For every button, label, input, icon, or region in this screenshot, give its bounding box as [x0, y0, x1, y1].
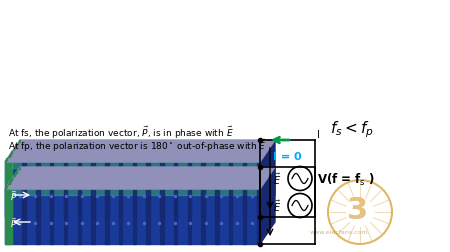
Polygon shape: [160, 190, 164, 243]
Polygon shape: [16, 171, 17, 173]
Polygon shape: [50, 190, 54, 243]
Polygon shape: [15, 146, 16, 148]
Polygon shape: [22, 190, 26, 243]
Text: At fp, the polarization vector is 180$^\circ$ out-of-phase with $\vec{E}$: At fp, the polarization vector is 180$^\…: [8, 137, 266, 153]
Polygon shape: [133, 190, 136, 243]
Polygon shape: [105, 190, 108, 243]
Polygon shape: [260, 167, 275, 244]
Polygon shape: [50, 163, 54, 217]
Polygon shape: [119, 190, 122, 243]
Text: At fs, the polarization vector, $\vec{P}$, is in phase with $\vec{E}$: At fs, the polarization vector, $\vec{P}…: [8, 124, 234, 141]
Polygon shape: [5, 167, 275, 189]
Text: $\vec{P}$: $\vec{P}$: [10, 215, 17, 229]
Text: I: I: [317, 130, 320, 139]
Polygon shape: [174, 163, 177, 217]
Polygon shape: [5, 160, 6, 162]
Text: V(f = f$_{\rm s}$ ): V(f = f$_{\rm s}$ ): [317, 171, 375, 187]
Polygon shape: [11, 151, 12, 153]
Polygon shape: [5, 162, 12, 217]
Polygon shape: [64, 190, 67, 243]
Polygon shape: [133, 163, 136, 217]
Polygon shape: [5, 162, 260, 217]
Polygon shape: [77, 190, 81, 243]
Polygon shape: [146, 163, 150, 217]
Polygon shape: [174, 190, 177, 243]
Polygon shape: [91, 190, 95, 243]
Polygon shape: [15, 173, 16, 175]
Polygon shape: [160, 163, 164, 217]
Text: 3: 3: [347, 196, 369, 225]
Text: $\vec{E}$: $\vec{E}$: [273, 198, 281, 213]
Polygon shape: [105, 163, 108, 217]
Text: I = 0: I = 0: [273, 151, 302, 161]
Polygon shape: [5, 189, 12, 244]
Text: $\vec{E}$: $\vec{E}$: [273, 171, 281, 186]
Text: $f_s < f_p$: $f_s < f_p$: [330, 119, 373, 140]
Polygon shape: [202, 163, 205, 217]
Polygon shape: [10, 153, 11, 155]
Polygon shape: [77, 163, 81, 217]
Polygon shape: [11, 178, 12, 180]
Polygon shape: [256, 190, 260, 243]
Polygon shape: [5, 140, 275, 162]
Polygon shape: [260, 140, 275, 217]
Polygon shape: [202, 190, 205, 243]
Polygon shape: [215, 163, 219, 217]
Text: $\vec{P}$: $\vec{P}$: [10, 188, 17, 202]
Polygon shape: [243, 190, 246, 243]
Polygon shape: [188, 163, 191, 217]
Polygon shape: [5, 187, 6, 189]
Polygon shape: [188, 190, 191, 243]
Polygon shape: [5, 189, 260, 244]
Polygon shape: [12, 162, 260, 168]
Polygon shape: [36, 190, 40, 243]
Polygon shape: [6, 185, 7, 187]
Polygon shape: [215, 190, 219, 243]
Polygon shape: [6, 159, 7, 161]
Polygon shape: [229, 190, 233, 243]
Polygon shape: [256, 163, 260, 217]
Polygon shape: [36, 163, 40, 217]
Polygon shape: [243, 163, 246, 217]
Polygon shape: [12, 189, 260, 195]
Polygon shape: [91, 163, 95, 217]
Polygon shape: [16, 144, 17, 146]
Polygon shape: [10, 180, 11, 182]
Polygon shape: [229, 163, 233, 217]
Polygon shape: [119, 163, 122, 217]
Text: www.elecfans.com: www.elecfans.com: [310, 230, 369, 235]
Polygon shape: [64, 163, 67, 217]
Polygon shape: [22, 163, 26, 217]
Polygon shape: [146, 190, 150, 243]
